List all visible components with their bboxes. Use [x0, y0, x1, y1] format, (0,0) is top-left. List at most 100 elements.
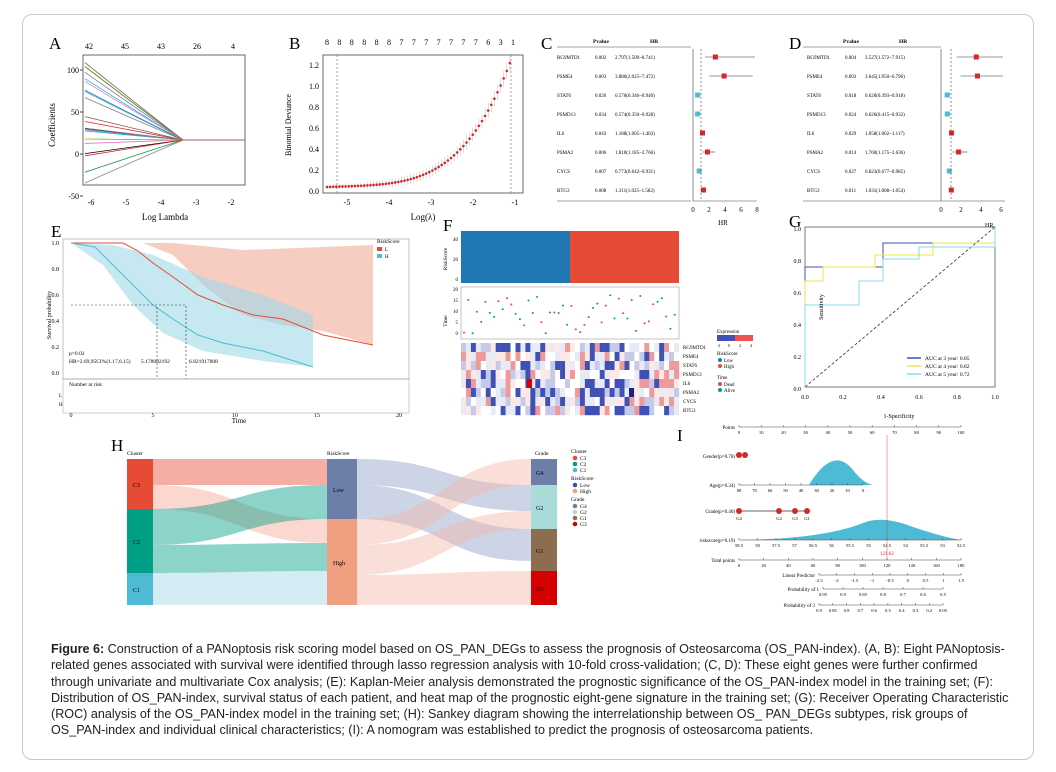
panel-d-axis-label: HR: [985, 223, 993, 229]
heat-cell: [584, 397, 591, 407]
tick-label: 50: [848, 430, 853, 435]
heat-cell: [530, 397, 536, 407]
heat-cell: [659, 397, 665, 407]
heat-cell: [604, 379, 610, 389]
heat-cell: [545, 343, 551, 353]
tick-label: -2.5: [815, 578, 823, 583]
heat-cell: [579, 379, 586, 389]
cv-point: [390, 181, 394, 185]
heat-cell: [540, 343, 546, 353]
expr-tick: 4: [750, 343, 752, 348]
cv-point: [465, 141, 468, 144]
heat-cell: [525, 406, 531, 416]
y-tick: 20: [453, 288, 459, 293]
tick-label: -1: [870, 578, 875, 583]
heat-cell: [619, 379, 625, 389]
heat-cell: [579, 352, 586, 362]
gene-name: PSMA2: [807, 151, 824, 156]
heat-cell: [465, 370, 472, 380]
p-value: 0.003: [595, 75, 607, 80]
cluster-node: [127, 509, 153, 573]
gender-node: [736, 452, 742, 458]
top-tick: 6: [486, 38, 490, 47]
tick-label: 30: [814, 488, 819, 493]
heat-cell: [520, 370, 526, 380]
tick-label: -2: [835, 578, 840, 583]
heat-cell: [584, 361, 591, 371]
panel-f-y2: Time: [443, 315, 449, 327]
cv-point: [350, 184, 354, 188]
heat-cell: [574, 343, 581, 353]
gene-name: PSME4: [557, 75, 573, 80]
heat-cell: [669, 370, 675, 380]
tick-label: 120: [884, 563, 892, 568]
coef-path: [84, 139, 245, 173]
patient-point: [544, 332, 547, 335]
panel-e-median2: 6.821917808: [189, 359, 218, 365]
heat-cell: [510, 370, 516, 380]
heat-cell: [490, 352, 496, 362]
legend-item: C1: [580, 468, 587, 474]
y-tick: 0.6: [52, 293, 60, 299]
row-label: riskscore(p=0.19): [700, 539, 736, 544]
heat-cell: [495, 397, 501, 407]
heat-cell: [570, 370, 576, 380]
heat-cell: [669, 397, 675, 407]
heat-cell: [505, 406, 511, 416]
heat-cell: [579, 388, 586, 398]
hr-value: 1.031(1.008~1.054): [865, 189, 905, 194]
heat-cell: [659, 370, 665, 380]
heat-cell: [565, 379, 571, 389]
grade-node: [776, 508, 782, 514]
gene-name: BTG3: [807, 189, 820, 194]
heat-cell: [570, 343, 576, 353]
y-tick: 0.6: [309, 124, 319, 133]
cv-point: [440, 163, 444, 167]
heat-cell: [570, 397, 576, 407]
heat-cell: [649, 397, 655, 407]
gene-name: PSME4: [807, 75, 823, 80]
heat-cell: [560, 343, 566, 353]
heat-cell: [530, 361, 536, 371]
x-tick: 0.8: [953, 395, 961, 401]
heat-cell: [495, 352, 501, 362]
gene-name: CYCS: [557, 170, 570, 175]
heat-cell: [545, 397, 551, 407]
heat-cell: [669, 343, 675, 353]
heat-cell: [495, 370, 501, 380]
cluster-node: [127, 573, 153, 605]
caption-head: Figure 6:: [51, 642, 105, 656]
patient-point: [510, 303, 513, 306]
legend-item: G3: [580, 522, 587, 528]
panel-f-y1: RiskScore: [443, 247, 449, 270]
heat-cell: [584, 406, 591, 416]
patient-point: [484, 300, 487, 303]
legend-dot: [572, 488, 578, 494]
panel-e-risk-row-l: L: [59, 394, 62, 399]
heat-cell: [644, 406, 650, 416]
heat-cell: [669, 406, 675, 416]
y-tick: 0.6: [794, 291, 802, 297]
hr-value: 0.823(0.677~0.985): [865, 170, 905, 175]
heat-cell: [475, 370, 482, 380]
heat-cell: [634, 379, 640, 389]
cv-point: [459, 148, 462, 151]
hr-marker: [948, 187, 954, 193]
top-tick: 7: [437, 38, 441, 47]
heat-cell: [659, 388, 665, 398]
heat-cell: [480, 379, 486, 389]
heat-cell: [574, 361, 581, 371]
heat-cell: [461, 370, 467, 380]
heat-cell: [540, 406, 546, 416]
heat-cell: [470, 361, 477, 371]
cv-point: [434, 167, 437, 171]
cv-point: [362, 184, 366, 187]
heat-cell: [555, 388, 561, 398]
heat-cell: [589, 406, 595, 416]
top-tick: 7: [424, 38, 428, 47]
heat-cell: [609, 388, 615, 398]
heat-cell: [565, 406, 571, 416]
panel-c: C Pvalue HR RG9MTD1 0.002 2.797(1.509~8.74…: [541, 34, 759, 227]
grade-node: [531, 529, 557, 571]
